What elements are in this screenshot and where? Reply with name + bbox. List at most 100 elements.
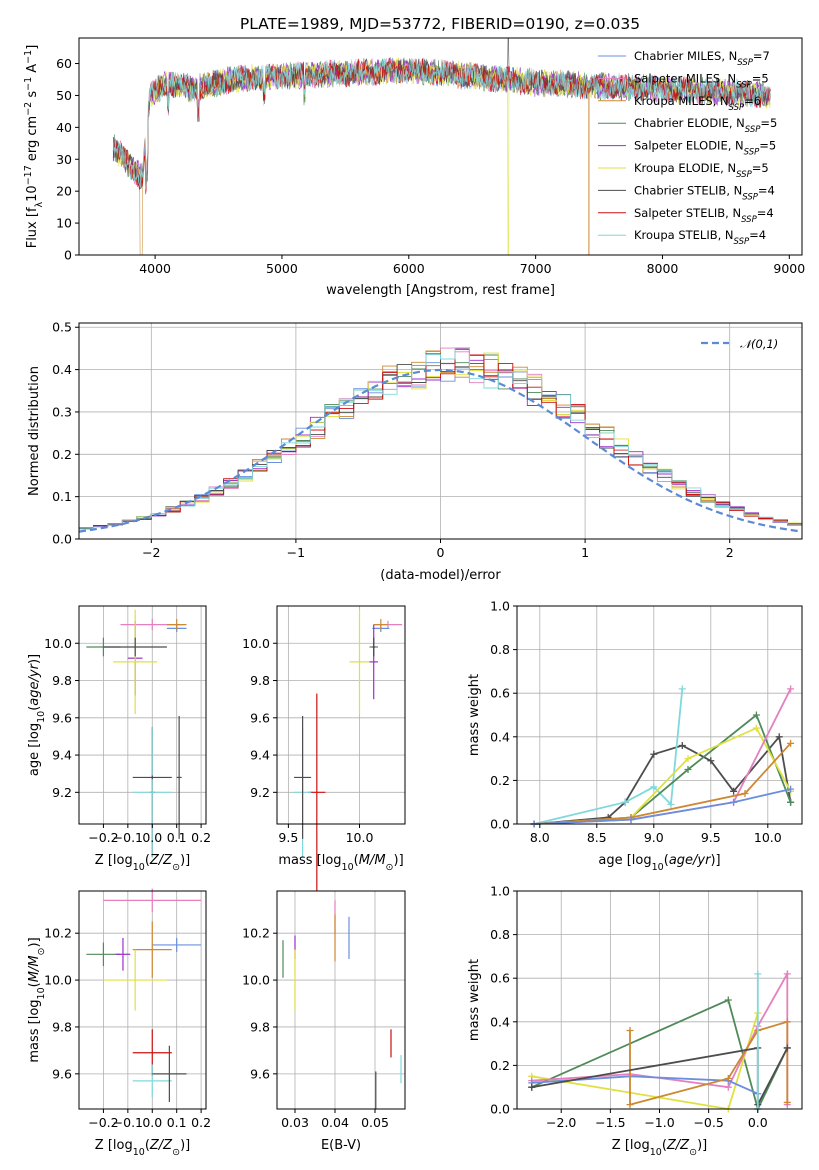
x-axis-label: E(B-V)	[321, 1138, 361, 1153]
weight-marker	[752, 711, 760, 719]
spectrum-line	[112, 57, 771, 195]
weight-line	[629, 1020, 789, 1106]
weight-line	[534, 788, 791, 825]
weight-line	[534, 742, 792, 825]
histogram-step	[79, 353, 802, 530]
weight-marker	[678, 742, 686, 750]
x-tick-label: 9.0	[644, 830, 664, 845]
x-tick-label: 7000	[520, 261, 552, 276]
axes-frame	[516, 605, 803, 825]
panel-age-vs-z: −0.2−0.1 0.0 0.1 0.2 9.2 9.4 9.6 9.8 10.0 Z [log1…	[27, 605, 211, 873]
weight-marker	[626, 1027, 634, 1035]
x-tick-label: −0.5	[693, 1115, 723, 1130]
weight-marker	[783, 970, 791, 978]
y-tick-label: 10.0	[242, 973, 270, 988]
x-tick-label: −1.0	[644, 1115, 674, 1130]
legend-label: Kroupa MILES, NSSP=6	[634, 94, 761, 113]
x-tick-label: 0.04	[321, 1115, 349, 1130]
x-axis-label: wavelength [Angstrom, rest frame]	[326, 283, 555, 298]
x-tick-label: 0.2	[191, 1115, 211, 1130]
y-tick-label: 9.8	[250, 673, 270, 688]
y-tick-label: 10.0	[44, 973, 72, 988]
weight-marker	[626, 1101, 634, 1109]
y-tick-label: 10.2	[44, 926, 72, 941]
y-tick-label: 30	[56, 152, 72, 167]
x-axis-label: Z [log10(Z/Z⊙)]	[612, 1138, 707, 1158]
weight-marker	[730, 787, 738, 795]
legend-label: Salpeter ELODIE, NSSP=5	[634, 139, 776, 158]
weight-marker	[667, 800, 675, 808]
legend-label: Chabrier ELODIE, NSSP=5	[634, 116, 777, 135]
y-tick-label: 1.0	[490, 884, 510, 899]
x-tick-label: −2.0	[546, 1115, 576, 1130]
x-tick-label: −0.1	[113, 1115, 143, 1130]
y-tick-label: 0	[64, 248, 72, 263]
weight-marker	[650, 750, 658, 758]
panel-mass-vs-ebv: 0.03 0.04 0.05 9.6 9.8 10.0 10.2 E(B-V)	[242, 890, 406, 1153]
weight-marker	[724, 1074, 732, 1082]
weight-marker	[707, 757, 715, 765]
weight-line	[534, 726, 792, 825]
weight-line	[531, 1012, 759, 1111]
x-tick-label: 8.0	[530, 830, 550, 845]
y-axis-label: Normed distribution	[27, 366, 42, 496]
y-tick-label: 0.2	[52, 447, 72, 462]
x-axis-label: Z [log10(Z/Z⊙)]	[95, 853, 190, 873]
y-tick-label: 0.8	[490, 642, 510, 657]
y-tick-label: 0.3	[52, 404, 72, 419]
y-tick-label: 50	[56, 88, 72, 103]
spectrum-line	[112, 57, 771, 190]
x-tick-label: 9.5	[701, 830, 721, 845]
plot-area	[86, 888, 202, 1102]
x-axis-label: age [log10(age/yr)]	[598, 853, 720, 873]
y-tick-label: 1.0	[490, 599, 510, 614]
weight-marker	[787, 785, 795, 793]
x-tick-label: 4000	[139, 261, 171, 276]
axes-frame	[78, 37, 803, 256]
x-tick-label: −0.2	[88, 1115, 118, 1130]
y-axis-label: Flux [fλ10−17 erg cm−2 s−1 A−1]	[23, 45, 45, 249]
plot-area	[86, 609, 187, 858]
weight-marker	[754, 970, 762, 978]
legend-label: 𝒩(0,1)	[740, 337, 778, 351]
weight-line	[534, 688, 792, 825]
weight-marker	[775, 733, 783, 741]
weight-marker	[684, 766, 692, 773]
panel-age-vs-mass: 9.5 10.0 9.2 9.4 9.6 9.8 10.0 mass [log10(M/M⊙)…	[242, 605, 406, 892]
x-tick-label: 0.03	[281, 1115, 309, 1130]
legend-label: Chabrier STELIB, NSSP=4	[634, 183, 775, 202]
y-tick-label: 9.6	[250, 1066, 270, 1081]
y-tick-label: 20	[56, 184, 72, 199]
y-tick-label: 0.2	[490, 1058, 510, 1073]
x-tick-label: −0.2	[88, 830, 118, 845]
y-tick-label: 9.4	[250, 748, 270, 763]
x-tick-label: 8.5	[587, 830, 607, 845]
y-axis-label: mass weight	[467, 674, 482, 756]
weight-marker	[787, 685, 795, 693]
y-tick-label: 0.4	[52, 362, 72, 377]
y-tick-label: 0.0	[490, 817, 510, 832]
y-axis-label: age [log10(age/yr)]	[27, 654, 47, 776]
x-tick-label: −1	[287, 545, 305, 560]
legend-label: Salpeter MILES, NSSP=5	[634, 71, 769, 90]
y-tick-label: 9.8	[250, 1019, 270, 1034]
y-tick-label: 0.6	[490, 686, 510, 701]
plot-area	[528, 970, 791, 1113]
y-tick-label: 9.2	[250, 785, 270, 800]
legend-label: Salpeter STELIB, NSSP=4	[634, 206, 774, 225]
chart-panels: 4000 5000 6000 7000 8000 90000102030405060wav…	[23, 37, 805, 1158]
weight-marker	[783, 1044, 791, 1052]
panel-weight-vs-z: −2.0 −1.5 −1.0 −0.5 0.0 0.0 0.2 0.4 0.6 0.8 1.0 Z […	[467, 884, 803, 1158]
plot-area	[282, 900, 402, 1109]
plot-area	[112, 37, 771, 256]
plot-area	[294, 609, 403, 892]
y-tick-label: 0.5	[52, 320, 72, 335]
x-axis-label: mass [log10(M/M⊙)]	[278, 853, 403, 873]
weight-marker	[730, 798, 738, 806]
x-tick-label: 0	[437, 545, 445, 560]
normal-curve	[78, 368, 803, 533]
panel-residuals: −2 −1 0 1 2 0.0 0.1 0.2 0.3 0.4 0.5 (data-model)/er…	[27, 320, 803, 583]
x-tick-label: −1.5	[595, 1115, 625, 1130]
y-tick-label: 0.0	[490, 1102, 510, 1117]
y-tick-label: 0.0	[52, 532, 72, 547]
